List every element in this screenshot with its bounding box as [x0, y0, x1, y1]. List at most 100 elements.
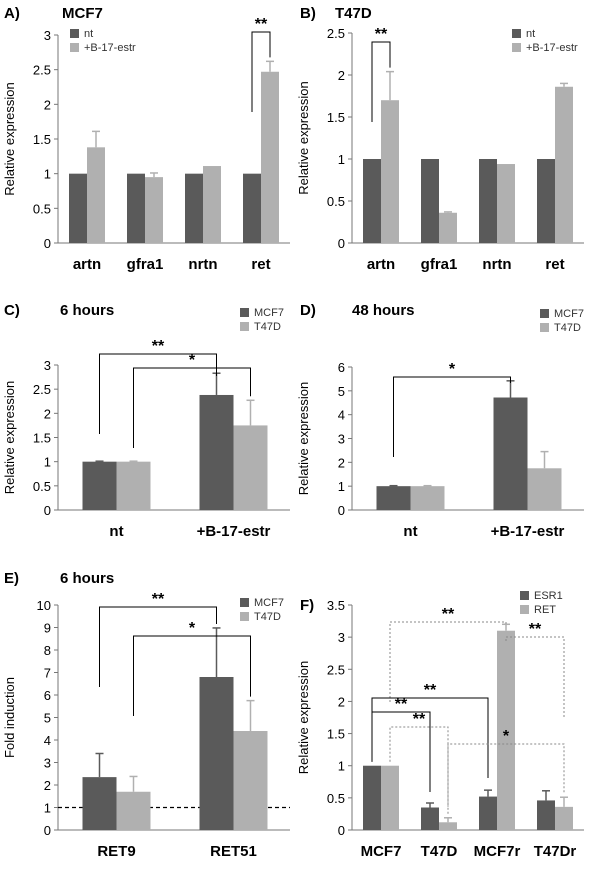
- charts-F-bar-ret: [439, 822, 457, 830]
- charts-E-legend-swatch: [240, 612, 249, 621]
- charts-A-bar-nt: [243, 173, 261, 243]
- charts-B-title: T47D: [335, 5, 372, 22]
- charts-E-ytick-label: 6: [44, 688, 51, 703]
- charts-E-ytick-label: 9: [44, 621, 51, 636]
- charts-F-bar-ret: [555, 806, 573, 830]
- charts-D-ytick-label: 6: [338, 360, 345, 375]
- charts-F-ytick-label: 2: [338, 694, 345, 709]
- charts-A-ytick-label: 0: [44, 236, 51, 251]
- charts-B-legend-label: nt: [526, 28, 535, 40]
- charts-C-legend-label: MCF7: [254, 307, 284, 319]
- charts-D-ytick-label: 0: [338, 503, 345, 518]
- charts-E-ytick-label: 2: [44, 778, 51, 793]
- charts-A-bar-nt: [127, 173, 145, 243]
- charts-A-significance-bracket: [251, 31, 271, 112]
- charts-D-legend-swatch: [540, 323, 549, 332]
- charts-B-significance-bracket: [371, 41, 391, 122]
- charts-B-bar-nt: [421, 159, 439, 243]
- charts-D-ytick-label: 5: [338, 384, 345, 399]
- charts-D-title: 48 hours: [352, 302, 415, 319]
- charts-B-legend-label: +B-17-estr: [526, 42, 578, 54]
- charts-B-ytick-label: 2.5: [327, 26, 345, 41]
- charts-E-category-label: RET9: [97, 843, 135, 860]
- charts-F-ytick-label: 3: [338, 630, 345, 645]
- charts-A-title: MCF7: [62, 5, 103, 22]
- charts-F-bar-esr1: [363, 765, 381, 830]
- charts-E-ytick-label: 8: [44, 643, 51, 658]
- charts-F-ytick-label: 1: [338, 759, 345, 774]
- charts-C-ytick-label: 2: [44, 406, 51, 421]
- charts-B-bar--b-17-estr: [381, 100, 399, 243]
- charts-A-bar--b-17-estr: [87, 147, 105, 243]
- charts-D-ytick-label: 4: [338, 408, 345, 423]
- charts-E-ytick-label: 1: [44, 801, 51, 816]
- charts-E-significance-label: *: [189, 620, 196, 637]
- charts-A-ylabel: Relative expression: [2, 82, 17, 195]
- charts-E-legend-label: T47D: [254, 611, 281, 623]
- charts-B-ytick-label: 2: [338, 68, 345, 83]
- charts-F-legend-label: RET: [534, 604, 556, 616]
- charts-D-ytick-label: 2: [338, 455, 345, 470]
- charts-D-significance-label: *: [449, 361, 456, 378]
- charts-C-ytick-label: 1.5: [33, 431, 51, 446]
- charts-C-legend-label: T47D: [254, 321, 281, 333]
- charts-F-ytick-label: 1.5: [327, 727, 345, 742]
- charts-F-ytick-label: 3.5: [327, 598, 345, 613]
- charts-B-ytick-label: 0.5: [327, 194, 345, 209]
- charts-F-ytick-label: 0.5: [327, 791, 345, 806]
- charts-F-category-label: MCF7: [361, 843, 402, 860]
- charts-D-legend-label: T47D: [554, 322, 581, 334]
- charts-B-category-label: ret: [545, 256, 564, 273]
- charts-F-category-label: T47D: [421, 843, 458, 860]
- charts-B-bar--b-17-estr: [439, 212, 457, 243]
- charts-E-significance-label: **: [152, 591, 165, 608]
- charts-A-bar--b-17-estr: [203, 166, 221, 243]
- charts-C-bar-t47d: [116, 461, 151, 510]
- charts-C-ytick-label: 0.5: [33, 479, 51, 494]
- charts-E-ytick-label: 7: [44, 666, 51, 681]
- charts-B-category-label: gfra1: [421, 256, 458, 273]
- charts-A-category-label: nrtn: [188, 256, 217, 273]
- charts-F-significance-label: **: [424, 682, 437, 699]
- charts-B-bar-nt: [479, 159, 497, 243]
- charts-C-ylabel: Relative expression: [2, 381, 17, 494]
- charts-B-ylabel: Relative expression: [296, 81, 311, 194]
- charts-D-legend-swatch: [540, 309, 549, 318]
- charts-F-significance-label: **: [529, 621, 542, 638]
- charts-F-panel-label: F): [300, 597, 314, 614]
- charts-A-significance-label: **: [255, 16, 268, 33]
- charts-F-legend-label: ESR1: [534, 590, 563, 602]
- charts-E-ytick-label: 10: [37, 598, 51, 613]
- charts-E-legend-swatch: [240, 598, 249, 607]
- charts-D-panel-label: D): [300, 302, 316, 319]
- charts-C-category-label: +B-17-estr: [197, 523, 271, 540]
- charts-B-ytick-label: 1.5: [327, 110, 345, 125]
- charts-D-bar-t47d: [527, 468, 562, 510]
- charts-F-legend-swatch: [520, 605, 529, 614]
- charts-A-panel-label: A): [4, 5, 20, 22]
- charts-B-bar-nt: [363, 159, 381, 243]
- charts-C-ytick-label: 3: [44, 358, 51, 373]
- charts-E-title: 6 hours: [60, 570, 114, 587]
- charts-E-ylabel: Fold induction: [2, 677, 17, 758]
- charts-F-significance-bracket: [389, 726, 449, 807]
- charts-B-ytick-label: 0: [338, 236, 345, 251]
- charts-A-legend-label: +B-17-estr: [84, 42, 136, 54]
- charts-A-bar-nt: [185, 173, 203, 243]
- charts-B-panel-label: B): [300, 5, 316, 22]
- charts-E-category-label: RET51: [210, 843, 257, 860]
- charts-A-legend-swatch: [70, 43, 79, 52]
- charts-A-ytick-label: 1.5: [33, 132, 51, 147]
- charts-A-ytick-label: 3: [44, 28, 51, 43]
- charts-C-ytick-label: 2.5: [33, 382, 51, 397]
- charts-F-ytick-label: 2.5: [327, 662, 345, 677]
- charts-F-ytick-label: 0: [338, 823, 345, 838]
- charts-D-category-label: +B-17-estr: [491, 523, 565, 540]
- charts-A-category-label: artn: [73, 256, 101, 273]
- charts-B-category-label: artn: [367, 256, 395, 273]
- charts-A-category-label: ret: [251, 256, 270, 273]
- charts-A-ytick-label: 2.5: [33, 63, 51, 78]
- charts-F-bar-ret: [381, 765, 399, 830]
- charts-E-ytick-label: 5: [44, 711, 51, 726]
- charts-F-significance-label: *: [503, 728, 510, 745]
